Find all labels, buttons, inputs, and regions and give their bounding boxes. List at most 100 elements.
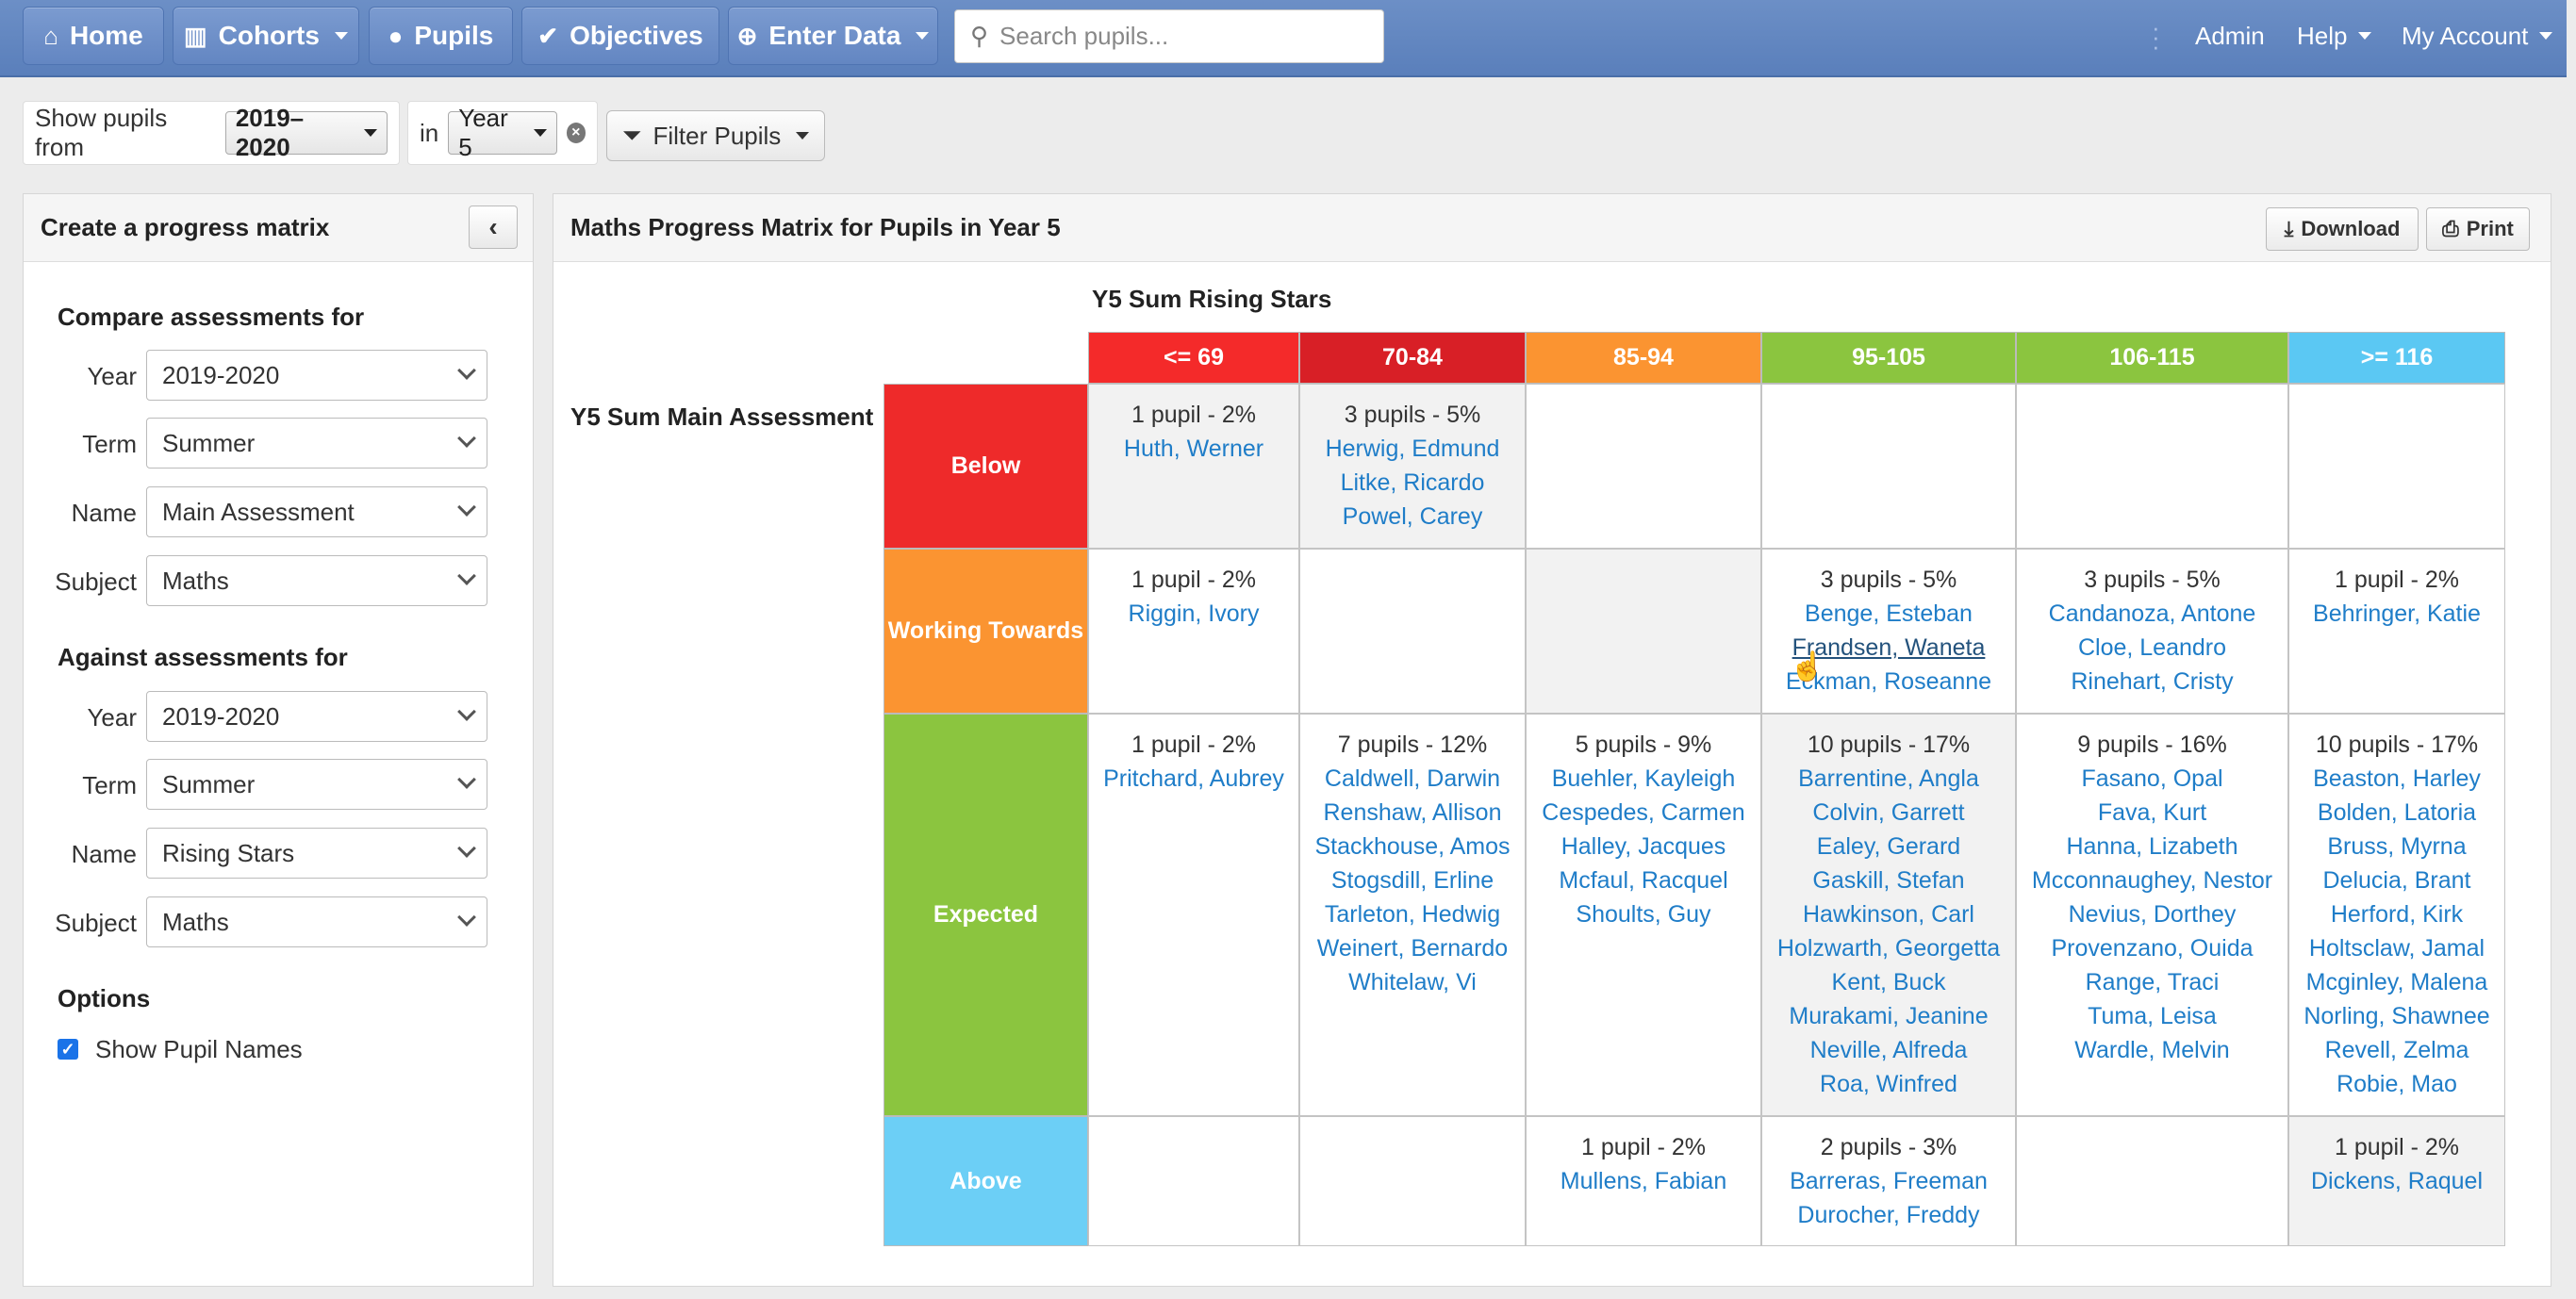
pupil-link[interactable]: Riggin, Ivory [1128, 600, 1260, 627]
against-name-value: Rising Stars [162, 838, 295, 867]
academic-year-value: 2019–2020 [235, 104, 305, 161]
pupil-link[interactable]: Provenzano, Ouida [2051, 935, 2254, 962]
pupil-link[interactable]: Barrentine, Angla [1798, 765, 1979, 792]
compare-term-select[interactable]: Summer [146, 418, 487, 469]
pupil-link[interactable]: Fasano, Opal [2081, 765, 2223, 792]
pupil-link[interactable]: Shoults, Guy [1576, 901, 1711, 928]
against-subject-select[interactable]: Maths [146, 896, 487, 947]
pupil-link[interactable]: Dickens, Raquel [2310, 1168, 2484, 1194]
search-input[interactable] [999, 22, 1359, 51]
against-year-select[interactable]: 2019-2020 [146, 691, 487, 742]
pupil-link[interactable]: Mcfaul, Racquel [1559, 867, 1728, 894]
pupil-link[interactable]: Whitelaw, Vi [1348, 969, 1477, 995]
pupil-link[interactable]: Revell, Zelma [2324, 1037, 2469, 1063]
print-button[interactable]: ⎙ Print [2426, 207, 2530, 251]
pupil-link[interactable]: Range, Traci [2085, 969, 2220, 995]
pupil-link[interactable]: Holtsclaw, Jamal [2308, 935, 2485, 962]
against-name-select[interactable]: Rising Stars [146, 828, 487, 879]
cell-count: 1 pupil - 2% [1580, 1134, 1707, 1160]
cohorts-button[interactable]: ▥ Cohorts [173, 7, 359, 65]
pupil-link[interactable]: Bolden, Latoria [2317, 799, 2477, 826]
against-term-label: Term [82, 771, 137, 799]
pupil-link[interactable]: Norling, Shawnee [2304, 1003, 2490, 1029]
pupil-link[interactable]: Mullens, Fabian [1560, 1168, 1727, 1194]
pupil-link[interactable]: Ealey, Gerard [1816, 833, 1961, 860]
pupil-link[interactable]: Nevius, Dorthey [2068, 901, 2237, 928]
matrix-cell: 3 pupils - 5% Candanoza, Antone Cloe, Lean… [2016, 549, 2288, 714]
pupil-link[interactable]: Cespedes, Carmen [1542, 799, 1745, 826]
pupil-link[interactable]: Tarleton, Hedwig [1324, 901, 1501, 928]
cell-count: 1 pupil - 2% [2334, 567, 2460, 593]
year-group-select[interactable]: Year 5 [448, 104, 557, 161]
filter-pupils-button[interactable]: ⏷ Filter Pupils [606, 110, 825, 161]
pupil-link[interactable]: Candanoza, Antone [2048, 600, 2256, 627]
admin-link[interactable]: Admin [2195, 0, 2265, 72]
my-account-menu[interactable]: My Account [2402, 0, 2553, 72]
cell-count: 3 pupils - 5% [1344, 402, 1481, 428]
compare-subject-select[interactable]: Maths [146, 555, 487, 606]
pupil-link[interactable]: Fava, Kurt [2097, 799, 2207, 826]
pupil-link[interactable]: Wardle, Melvin [2074, 1037, 2230, 1063]
pupil-link[interactable]: Huth, Werner [1123, 436, 1264, 462]
pupil-link[interactable]: Benge, Esteban [1805, 600, 1973, 627]
pupil-link[interactable]: Hawkinson, Carl [1802, 901, 1974, 928]
pupil-link[interactable]: Delucia, Brant [2322, 867, 2471, 894]
enter-data-button[interactable]: ⊕ Enter Data [728, 7, 938, 65]
pupil-link[interactable]: Herford, Kirk [2330, 901, 2464, 928]
pupil-link[interactable]: Mcginley, Malena [2305, 969, 2488, 995]
pupil-link[interactable]: Stogsdill, Erline [1330, 867, 1494, 894]
matrix-panel-title: Maths Progress Matrix for Pupils in Year… [570, 213, 1061, 241]
pupil-link[interactable]: Eckman, Roseanne [1785, 668, 1992, 695]
home-button[interactable]: ⌂ Home [23, 7, 164, 65]
show-names-checkbox[interactable]: ✓ [58, 1039, 78, 1060]
pupil-link[interactable]: Herwig, Edmund [1325, 436, 1500, 462]
cell-count: 1 pupil - 2% [1131, 567, 1257, 593]
compare-year-select[interactable]: 2019-2020 [146, 350, 487, 401]
pupil-link[interactable]: Rinehart, Cristy [2071, 668, 2234, 695]
pupil-link[interactable]: Bruss, Myrna [2327, 833, 2467, 860]
pupil-link[interactable]: Stackhouse, Amos [1314, 833, 1511, 860]
compare-name-select[interactable]: Main Assessment [146, 486, 487, 537]
pupils-button[interactable]: ● Pupils [369, 7, 513, 65]
pupil-link[interactable]: Frandsen, Waneta [1792, 634, 1986, 661]
pupil-link[interactable]: Mcconnaughey, Nestor [2031, 867, 2273, 894]
pupil-link[interactable]: Roa, Winfred [1820, 1071, 1957, 1097]
objectives-button[interactable]: ✔ Objectives [521, 7, 719, 65]
pupil-link[interactable]: Kent, Buck [1831, 969, 1946, 995]
download-button[interactable]: ⤓ Download [2266, 207, 2419, 251]
pupil-link[interactable]: Renshaw, Allison [1323, 799, 1502, 826]
chevron-down-icon [334, 32, 348, 40]
pupil-link[interactable]: Holzwarth, Georgetta [1776, 935, 2001, 962]
pupil-link[interactable]: Tuma, Leisa [2088, 1003, 2217, 1029]
show-pupils-label: Show pupils from [35, 104, 168, 161]
pupil-link[interactable]: Caldwell, Darwin [1324, 765, 1501, 792]
pupil-link[interactable]: Robie, Mao [2337, 1071, 2457, 1097]
pupil-link[interactable]: Pritchard, Aubrey [1103, 765, 1284, 792]
against-term-select[interactable]: Summer [146, 759, 487, 810]
print-icon: ⎙ [2442, 217, 2459, 240]
check-circle-icon: ✔ [537, 21, 559, 50]
clear-filter-icon[interactable]: × [566, 123, 586, 143]
pupil-link[interactable]: Murakami, Jeanine [1789, 1003, 1989, 1029]
pupil-link[interactable]: Neville, Alfreda [1809, 1037, 1968, 1063]
pupil-link[interactable]: Gaskill, Stefan [1812, 867, 1965, 894]
academic-year-select[interactable]: 2019–2020 [224, 104, 388, 161]
pupil-link[interactable]: Hanna, Lizabeth [2066, 833, 2238, 860]
in-label: in [420, 118, 439, 147]
pupil-link[interactable]: Cloe, Leandro [2077, 634, 2227, 661]
pupil-link[interactable]: Litke, Ricardo [1340, 469, 1485, 496]
pupil-link[interactable]: Durocher, Freddy [1797, 1202, 1980, 1228]
pupil-link[interactable]: Weinert, Bernardo [1316, 935, 1509, 962]
panel-title: Create a progress matrix [41, 213, 330, 241]
pupil-link[interactable]: Behringer, Katie [2313, 600, 2481, 627]
pupil-link[interactable]: Buehler, Kayleigh [1551, 765, 1736, 792]
pupil-link[interactable]: Colvin, Garrett [1812, 799, 1965, 826]
pupil-link[interactable]: Barreras, Freeman [1790, 1168, 1988, 1194]
collapse-panel-button[interactable]: ‹ [469, 206, 518, 249]
pupil-link[interactable]: Beaston, Harley [2313, 765, 2481, 792]
matrix-cell: 5 pupils - 9% Buehler, Kayleigh Cespedes, … [1526, 714, 1761, 1116]
pupil-link[interactable]: Halley, Jacques [1560, 833, 1726, 860]
help-menu[interactable]: Help [2297, 0, 2372, 72]
show-names-label[interactable]: Show Pupil Names [95, 1035, 303, 1063]
pupil-link[interactable]: Powel, Carey [1342, 503, 1483, 530]
